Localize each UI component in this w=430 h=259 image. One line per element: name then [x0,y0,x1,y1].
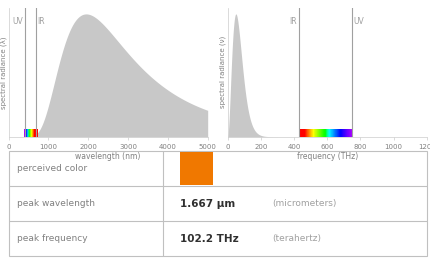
Text: (terahertz): (terahertz) [271,234,320,243]
Text: UV: UV [12,17,23,26]
Text: IR: IR [37,17,45,26]
Text: peak wavelength: peak wavelength [17,199,95,208]
Text: perceived color: perceived color [17,164,87,173]
Y-axis label: spectral radiance (λ): spectral radiance (λ) [1,36,7,109]
X-axis label: frequency (THz): frequency (THz) [296,152,357,161]
Text: peak frequency: peak frequency [17,234,87,243]
Text: (micrometers): (micrometers) [271,199,335,208]
Text: IR: IR [289,17,297,26]
X-axis label: wavelength (nm): wavelength (nm) [75,152,141,161]
Bar [180,152,213,185]
Text: UV: UV [353,17,364,26]
Text: 1.667 μm: 1.667 μm [180,199,242,209]
Text: 102.2 THz: 102.2 THz [180,234,246,244]
Y-axis label: spectral radiance (ν): spectral radiance (ν) [219,36,226,109]
